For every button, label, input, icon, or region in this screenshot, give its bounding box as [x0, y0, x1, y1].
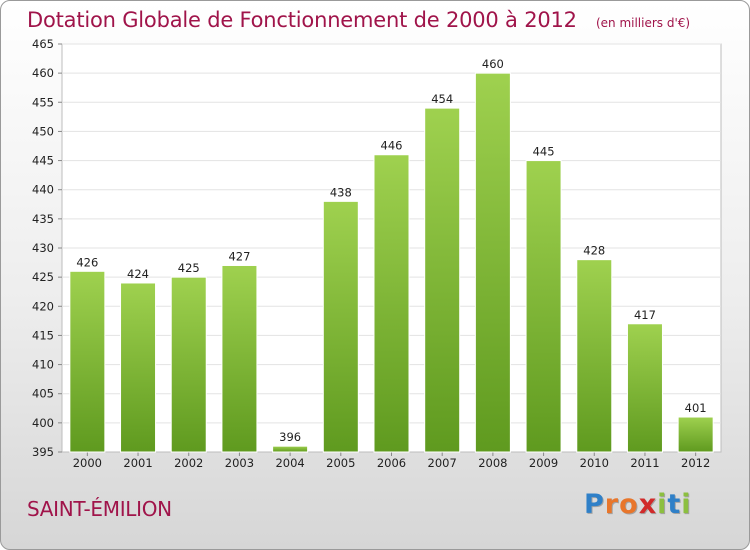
logo-letter: x [638, 489, 658, 520]
data-label: 428 [583, 244, 605, 258]
x-tick-label: 2011 [630, 456, 659, 470]
data-label: 445 [533, 145, 555, 159]
proxiti-logo: Proxiti [584, 489, 692, 520]
y-tick-label: 430 [32, 241, 54, 255]
chart-title: Dotation Globale de Fonctionnement de 20… [27, 8, 577, 32]
bar-2009 [525, 160, 562, 453]
logo-letter: i [681, 489, 692, 520]
bar-2010 [576, 259, 613, 453]
data-label: 460 [482, 57, 504, 71]
title-row: Dotation Globale de Fonctionnement de 20… [27, 8, 690, 32]
x-tick-label: 2006 [377, 456, 406, 470]
data-label: 396 [279, 430, 301, 444]
y-tick-label: 465 [32, 37, 54, 51]
bar-2002 [170, 276, 207, 453]
data-label: 401 [685, 401, 707, 415]
bar-2005 [322, 200, 359, 453]
y-tick-label: 405 [32, 387, 54, 401]
bar-2006 [373, 154, 410, 453]
y-tick-label: 435 [32, 212, 54, 226]
x-tick-label: 2007 [428, 456, 457, 470]
bar-2003 [221, 264, 258, 453]
bar-2004 [272, 445, 309, 453]
data-label: 438 [330, 185, 352, 199]
logo-letter: t [667, 489, 682, 520]
x-tick-label: 2008 [478, 456, 507, 470]
x-tick-label: 2003 [225, 456, 254, 470]
logo-letter: o [619, 489, 639, 520]
bar-2000 [69, 270, 106, 453]
bar-2011 [626, 323, 663, 453]
x-tick-label: 2004 [275, 456, 304, 470]
logo-letter: r [604, 489, 620, 520]
y-tick-label: 410 [32, 358, 54, 372]
x-tick-label: 2005 [326, 456, 355, 470]
place-name: SAINT-ÉMILION [27, 497, 172, 521]
bar-2001 [120, 282, 157, 453]
data-label: 424 [127, 267, 149, 281]
data-label: 426 [76, 255, 98, 269]
x-tick-label: 2009 [529, 456, 558, 470]
bar-2007 [424, 107, 461, 453]
y-tick-label: 400 [32, 416, 54, 430]
bars [69, 72, 714, 453]
chart-unit: (en milliers d'€) [595, 16, 691, 30]
y-tick-label: 445 [32, 154, 54, 168]
y-tick-label: 455 [32, 95, 54, 109]
y-tick-label: 395 [32, 445, 54, 459]
x-tick-label: 2012 [681, 456, 710, 470]
data-label: 446 [381, 139, 403, 153]
data-label: 417 [634, 308, 656, 322]
x-tick-label: 2001 [123, 456, 152, 470]
data-label: 427 [228, 249, 250, 263]
labels: 395 400 405 410 415 420 425 430 435 440 445 450 455 4… [32, 37, 710, 470]
x-tick-label: 2010 [580, 456, 609, 470]
logo-letter: P [584, 489, 605, 520]
y-tick-label: 440 [32, 183, 54, 197]
y-tick-label: 425 [32, 270, 54, 284]
bar-2012 [677, 416, 714, 453]
y-tick-label: 415 [32, 328, 54, 342]
x-tick-label: 2000 [73, 456, 102, 470]
bar-2008 [474, 72, 511, 453]
y-tick-label: 420 [32, 299, 54, 313]
logo-letter: i [657, 489, 668, 520]
y-tick-label: 450 [32, 124, 54, 138]
x-tick-label: 2002 [174, 456, 203, 470]
data-label: 425 [178, 261, 200, 275]
y-tick-label: 460 [32, 66, 54, 80]
data-label: 454 [431, 92, 453, 106]
